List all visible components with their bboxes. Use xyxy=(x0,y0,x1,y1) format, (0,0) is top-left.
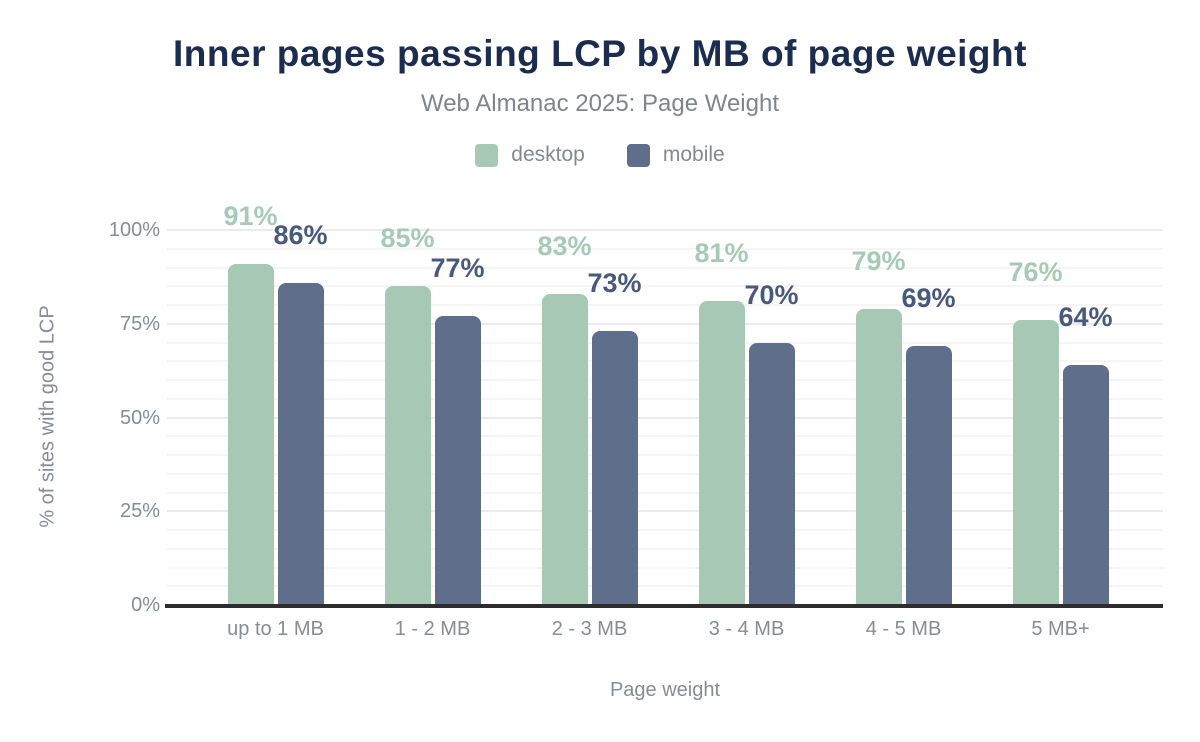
x-tick-label: 3 - 4 MB xyxy=(708,618,785,640)
x-tick-label: 2 - 3 MB xyxy=(551,618,628,640)
x-axis-title: Page weight xyxy=(609,679,721,701)
gridline xyxy=(167,547,1163,550)
gridline xyxy=(167,341,1163,344)
mobile-bar xyxy=(434,316,481,605)
x-tick-label: 5 MB+ xyxy=(1031,618,1090,640)
gridline xyxy=(167,229,1163,231)
x-tick-label: 4 - 5 MB xyxy=(865,618,942,640)
y-tick-label: 25% xyxy=(119,500,160,523)
desktop-bar-label: 83% xyxy=(537,230,592,261)
gridline xyxy=(167,360,1163,363)
y-tick-label: 75% xyxy=(119,312,160,335)
legend-swatch-mobile xyxy=(626,143,650,167)
y-axis-title: % of sites with good LCP xyxy=(36,305,59,528)
mobile-bar xyxy=(748,342,795,605)
mobile-bar-label: 70% xyxy=(744,279,799,310)
chart-subtitle: Web Almanac 2025: Page Weight xyxy=(420,90,779,117)
mobile-bar xyxy=(1062,365,1109,605)
y-tick-label: 100% xyxy=(108,219,160,241)
mobile-bar xyxy=(591,331,638,605)
gridline xyxy=(167,585,1163,588)
mobile-bar-label: 69% xyxy=(901,283,956,314)
legend-label: desktop xyxy=(511,143,585,166)
desktop-bar xyxy=(1012,320,1059,605)
desktop-bar xyxy=(855,308,902,605)
legend-label: mobile xyxy=(662,143,725,166)
gridline xyxy=(167,322,1163,325)
y-tick-label: 50% xyxy=(119,406,160,429)
x-axis-line xyxy=(165,604,1163,608)
gridline xyxy=(167,247,1163,250)
mobile-bar-label: 64% xyxy=(1058,302,1113,332)
gridline xyxy=(167,266,1163,269)
desktop-bar-label: 79% xyxy=(851,245,906,276)
desktop-bar-label: 76% xyxy=(1008,257,1063,287)
y-tick-label: 0% xyxy=(131,594,160,616)
legend: desktop mobile xyxy=(0,141,1200,169)
desktop-bar xyxy=(541,293,588,605)
gridline xyxy=(167,435,1163,438)
gridline xyxy=(167,416,1163,419)
gridline xyxy=(167,304,1163,306)
desktop-bar-label: 85% xyxy=(380,223,435,254)
gridline xyxy=(167,379,1163,381)
legend-item-mobile: mobile xyxy=(626,143,725,167)
mobile-bar-label: 73% xyxy=(587,268,642,299)
desktop-bar xyxy=(227,263,274,605)
gridline xyxy=(167,510,1163,513)
mobile-bar-label: 77% xyxy=(430,253,485,284)
gridline xyxy=(167,285,1163,288)
x-tick-label: up to 1 MB xyxy=(227,618,324,640)
desktop-bar xyxy=(698,301,745,605)
gridline xyxy=(167,454,1163,456)
x-tick-label: 1 - 2 MB xyxy=(394,618,471,640)
mobile-bar xyxy=(277,282,324,605)
desktop-bar-label: 91% xyxy=(223,200,278,231)
desktop-bar xyxy=(384,286,431,605)
legend-swatch-desktop xyxy=(475,143,499,167)
chart-title: Inner pages passing LCP by MB of page we… xyxy=(173,33,1027,74)
gridline xyxy=(167,566,1163,569)
gridline xyxy=(167,397,1163,400)
mobile-bar xyxy=(905,346,952,605)
legend-item-desktop: desktop xyxy=(475,143,585,167)
gridline xyxy=(167,491,1163,494)
desktop-bar-label: 81% xyxy=(694,238,749,269)
gridline xyxy=(167,529,1163,531)
gridline xyxy=(167,472,1163,475)
mobile-bar-label: 86% xyxy=(273,219,328,250)
